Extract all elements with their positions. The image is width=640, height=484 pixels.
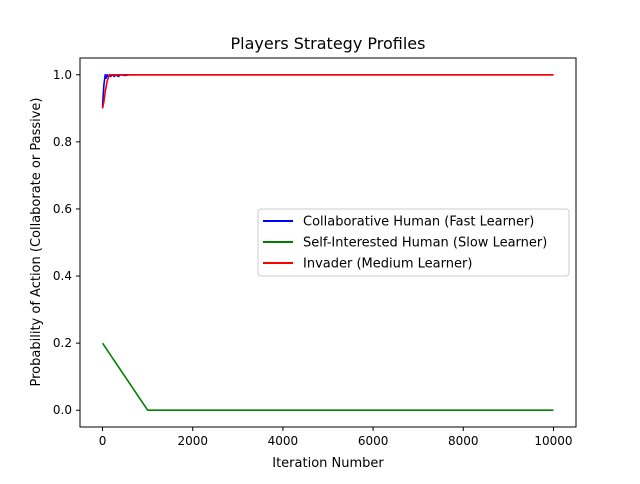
x-tick-label: 2000 (177, 434, 208, 448)
series-line-3 (101, 73, 554, 109)
axes-frame (79, 57, 577, 428)
legend: Collaborative Human (Fast Learner) Self-I… (257, 208, 570, 277)
legend-label-1: Collaborative Human (Fast Learner) (303, 215, 534, 230)
y-tick-label: 0.4 (53, 269, 72, 283)
x-tick-label: 10000 (534, 434, 572, 448)
x-tick-label: 8000 (448, 434, 479, 448)
y-tick-label: 0.6 (53, 202, 72, 216)
y-tick-label: 0.2 (53, 336, 72, 350)
y-tick-label: 0.0 (53, 403, 72, 417)
x-tick-label: 0 (99, 434, 107, 448)
y-tick-label: 1.0 (53, 68, 72, 82)
y-axis-label: Probability of Action (Collaborate or Pa… (29, 98, 44, 387)
x-tick-label: 6000 (358, 434, 389, 448)
legend-box (257, 208, 570, 277)
chart-title: Players Strategy Profiles (231, 34, 426, 53)
legend-label-3: Invader (Medium Learner) (303, 257, 472, 272)
legend-label-2: Self-Interested Human (Slow Learner) (303, 236, 547, 251)
plot-area: 0 2000 4000 6000 8000 10000 0.0 0.2 0.4 0.6 0.8 1.0 (53, 57, 577, 448)
x-tick-label: 4000 (268, 434, 299, 448)
y-tick-label: 0.8 (53, 135, 72, 149)
series-line-2 (101, 342, 554, 412)
x-axis-label: Iteration Number (272, 456, 384, 471)
